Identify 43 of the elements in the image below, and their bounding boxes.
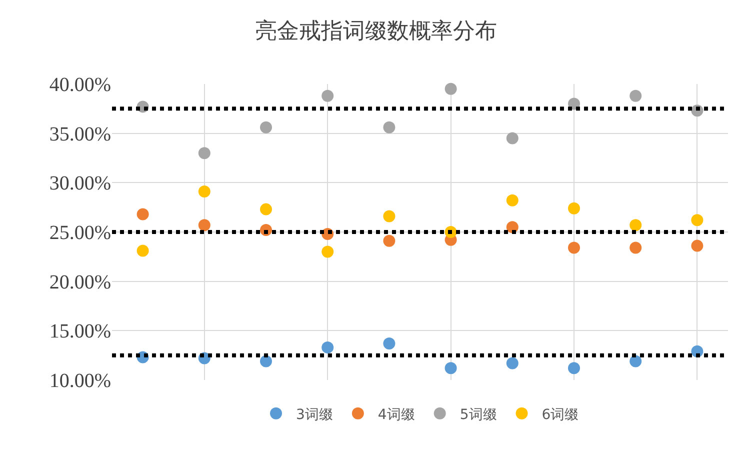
point: [260, 121, 272, 134]
point: [198, 219, 210, 232]
point: [136, 208, 149, 220]
point: [383, 210, 396, 222]
y-tick-label: 35.00%: [49, 123, 111, 146]
point: [506, 221, 518, 234]
point: [383, 337, 396, 350]
point: [630, 242, 642, 254]
y-tick-label: 30.00%: [49, 172, 111, 195]
point: [444, 82, 457, 95]
legend-label: 4词缀: [378, 406, 415, 423]
point: [198, 147, 210, 160]
point: [322, 341, 334, 354]
point: [506, 132, 518, 144]
point: [691, 240, 704, 252]
y-tick-label: 25.00%: [49, 222, 111, 244]
point: [630, 90, 642, 102]
point: [383, 234, 396, 247]
point: [568, 242, 580, 254]
point: [136, 244, 149, 257]
point: [568, 98, 580, 110]
point: [506, 357, 518, 370]
y-tick-label: 40.00%: [49, 74, 111, 96]
y-tick-label: 20.00%: [49, 271, 111, 294]
point: [630, 219, 642, 232]
point: [506, 194, 518, 206]
y-tick-label: 10.00%: [49, 370, 111, 392]
legend-label: 5词缀: [460, 406, 497, 423]
chart-title: 亮金戒指词缀数概率分布: [255, 19, 497, 44]
point: [630, 355, 642, 368]
y-tick-label: 15.00%: [49, 320, 111, 343]
point: [260, 355, 272, 368]
legend-label: 3词缀: [296, 406, 333, 423]
point: [322, 246, 334, 258]
point: [568, 362, 580, 374]
point: [322, 90, 334, 102]
point: [383, 121, 396, 134]
point: [568, 202, 580, 214]
point: [691, 214, 704, 226]
point: [444, 362, 457, 374]
legend-label: 6词缀: [542, 406, 579, 423]
point: [198, 186, 210, 198]
point: [260, 203, 272, 216]
